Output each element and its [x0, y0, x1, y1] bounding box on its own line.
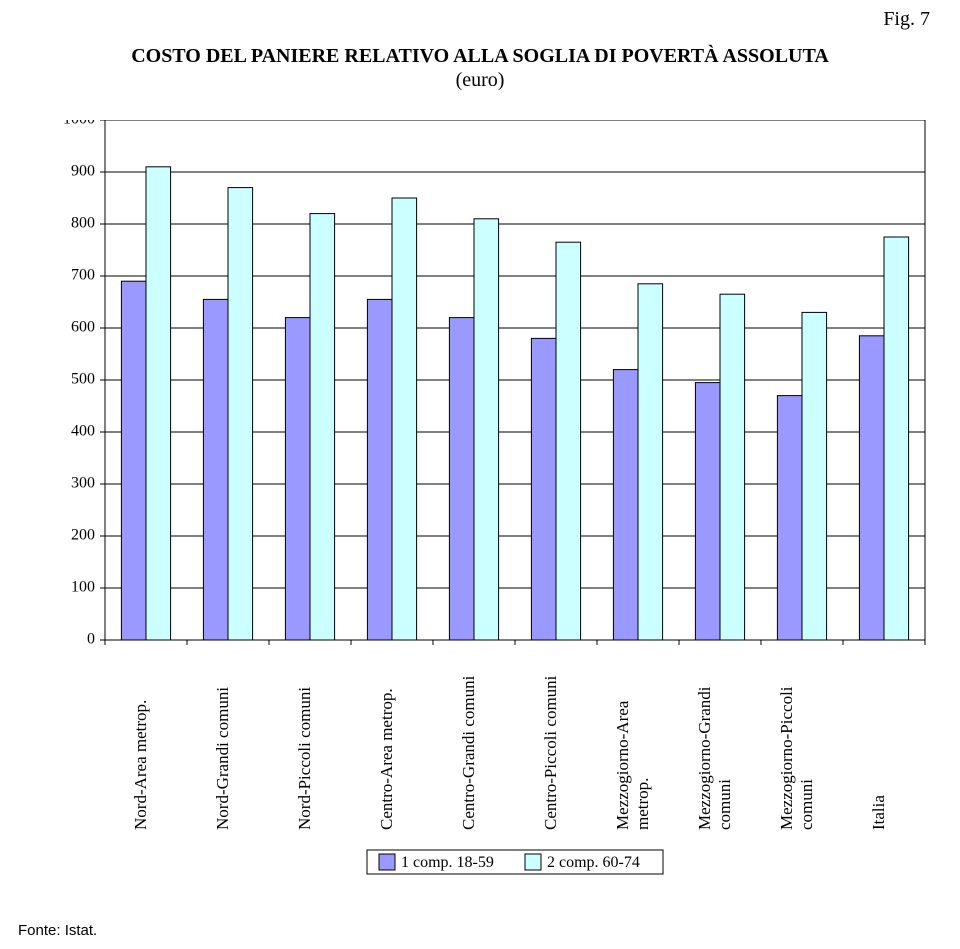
svg-text:400: 400: [71, 423, 95, 440]
svg-text:600: 600: [71, 319, 95, 336]
title-line2: (euro): [0, 68, 960, 92]
svg-text:Mezzogiorno-Piccoli: Mezzogiorno-Piccoli: [777, 686, 796, 830]
title-line1: COSTO DEL PANIERE RELATIVO ALLA SOGLIA D…: [131, 45, 829, 67]
svg-text:Nord-Grandi comuni: Nord-Grandi comuni: [213, 687, 232, 830]
svg-text:Mezzogiorno-Grandi: Mezzogiorno-Grandi: [695, 686, 714, 830]
svg-text:800: 800: [71, 215, 95, 232]
chart-title: COSTO DEL PANIERE RELATIVO ALLA SOGLIA D…: [0, 44, 960, 92]
svg-text:Mezzogiorno-Area: Mezzogiorno-Area: [613, 700, 632, 830]
svg-text:comuni: comuni: [797, 779, 816, 830]
chart-container: 0 100 200 300 400 500 600 700 800 900 1000 Nord-Are…: [50, 120, 930, 880]
svg-text:Centro-Piccoli comuni: Centro-Piccoli comuni: [541, 675, 560, 830]
svg-text:200: 200: [71, 527, 95, 544]
svg-text:2 comp. 60-74: 2 comp. 60-74: [547, 854, 640, 871]
svg-text:0: 0: [87, 631, 95, 648]
svg-text:500: 500: [71, 371, 95, 388]
svg-text:Italia: Italia: [869, 795, 888, 830]
svg-text:700: 700: [71, 267, 95, 284]
svg-text:900: 900: [71, 163, 95, 180]
svg-text:Nord-Piccoli comuni: Nord-Piccoli comuni: [295, 687, 314, 830]
svg-text:metrop.: metrop.: [633, 778, 652, 830]
svg-text:Centro-Grandi comuni: Centro-Grandi comuni: [459, 675, 478, 830]
source-text: Fonte: Istat.: [18, 922, 97, 939]
svg-text:1000: 1000: [63, 120, 95, 128]
svg-text:Nord-Area metrop.: Nord-Area metrop.: [131, 700, 150, 830]
svg-text:100: 100: [71, 579, 95, 596]
svg-text:comuni: comuni: [715, 779, 734, 830]
svg-text:300: 300: [71, 475, 95, 492]
svg-text:1 comp. 18-59: 1 comp. 18-59: [401, 854, 494, 871]
svg-text:Centro-Area metrop.: Centro-Area metrop.: [377, 688, 396, 830]
bar-chart: 0 100 200 300 400 500 600 700 800 900 1000 Nord-Are…: [50, 120, 930, 880]
figure-number: Fig. 7: [883, 8, 930, 31]
